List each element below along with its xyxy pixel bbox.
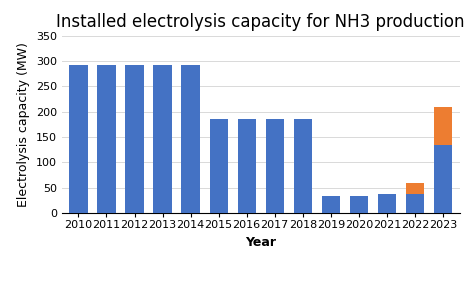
Bar [322,196,340,213]
Bar [378,194,396,213]
Bar [237,119,256,213]
Bar [265,119,284,213]
Bar [294,119,312,213]
Bar [126,65,144,213]
Y-axis label: Electrolysis capacity (MW): Electrolysis capacity (MW) [17,42,30,207]
Bar [210,119,228,213]
Bar [434,107,452,145]
Bar [434,145,452,213]
Bar [406,194,424,213]
Bar [182,65,200,213]
Bar [69,65,88,213]
X-axis label: Year: Year [245,236,276,249]
Bar [406,183,424,194]
Title: Installed electrolysis capacity for NH3 production: Installed electrolysis capacity for NH3 … [56,13,465,31]
Bar [97,65,116,213]
Bar [350,196,368,213]
Bar [154,65,172,213]
